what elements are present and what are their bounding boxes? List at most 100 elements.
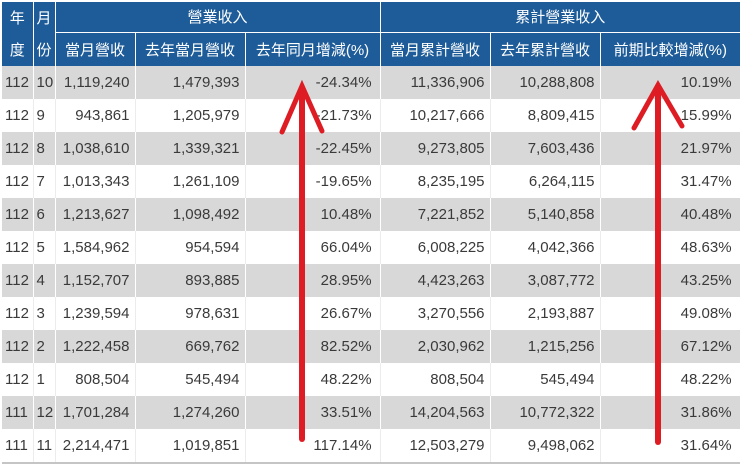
cell-year: 112 xyxy=(2,264,34,297)
header-month: 月 份 xyxy=(32,2,55,66)
cell-month: 6 xyxy=(33,198,56,231)
table-row: 112 7 1,013,343 1,261,109 -19.65% 8,235,195 6,… xyxy=(2,165,740,198)
cell-last-year-cumulative-revenue: 545,494 xyxy=(490,363,601,396)
cell-last-year-month-revenue: 1,261,109 xyxy=(135,165,246,198)
cell-yoy-change: 28.95% xyxy=(245,264,381,297)
cell-yoy-change: -24.34% xyxy=(245,66,381,99)
cell-month-revenue: 1,152,707 xyxy=(55,264,136,297)
header-yoy-change: 去年同月增減(%) xyxy=(244,32,381,66)
cell-year: 112 xyxy=(2,66,34,99)
cell-last-year-month-revenue: 1,019,851 xyxy=(135,429,246,463)
header-group-revenue: 營業收入 xyxy=(54,2,381,33)
header-sub-row: 當月營收 去年當月營收 去年同月增減(%) 當月累計營收 去年累計營收 前期比較… xyxy=(2,32,740,66)
cell-cumulative-revenue: 4,423,263 xyxy=(380,264,491,297)
table-row: 112 2 1,222,458 669,762 82.52% 2,030,962 1,215… xyxy=(2,330,740,363)
cell-last-year-month-revenue: 1,479,393 xyxy=(135,66,246,99)
cell-last-year-cumulative-revenue: 7,603,436 xyxy=(490,132,601,165)
cell-last-year-cumulative-revenue: 2,193,887 xyxy=(490,297,601,330)
table-row: 112 10 1,119,240 1,479,393 -24.34% 11,336,906… xyxy=(2,66,740,99)
cell-cumulative-revenue: 808,504 xyxy=(380,363,491,396)
cell-cumulative-revenue: 3,270,556 xyxy=(380,297,491,330)
table-row: 112 5 1,584,962 954,594 66.04% 6,008,225 4,042… xyxy=(2,231,740,264)
cell-month-revenue: 1,222,458 xyxy=(55,330,136,363)
cell-month: 7 xyxy=(33,165,56,198)
table-row: 112 3 1,239,594 978,631 26.67% 3,270,556 2,193… xyxy=(2,297,740,330)
table-row: 112 6 1,213,627 1,098,492 10.48% 7,221,852 5,1… xyxy=(2,198,740,231)
cell-yoy-change: 26.67% xyxy=(245,297,381,330)
cell-cumulative-revenue: 11,336,906 xyxy=(380,66,491,99)
cell-cumulative-revenue: 14,204,563 xyxy=(380,396,491,429)
cell-last-year-cumulative-revenue: 10,288,808 xyxy=(490,66,601,99)
header-last-year-month-revenue: 去年當月營收 xyxy=(134,32,245,66)
cell-cumulative-revenue: 2,030,962 xyxy=(380,330,491,363)
cell-last-year-month-revenue: 1,274,260 xyxy=(135,396,246,429)
cell-cumulative-change: 21.97% xyxy=(600,132,740,165)
cell-yoy-change: -22.45% xyxy=(245,132,381,165)
cell-cumulative-change: 48.22% xyxy=(600,363,740,396)
cell-cumulative-change: 43.25% xyxy=(600,264,740,297)
table-row: 112 1 808,504 545,494 48.22% 808,504 545,494 48… xyxy=(2,363,740,396)
cell-last-year-cumulative-revenue: 3,087,772 xyxy=(490,264,601,297)
cell-month-revenue: 1,239,594 xyxy=(55,297,136,330)
header-month-revenue: 當月營收 xyxy=(54,32,135,66)
header-month-line1: 月 xyxy=(36,9,52,27)
table-row: 112 8 1,038,610 1,339,321 -22.45% 9,273,805 7,… xyxy=(2,132,740,165)
cell-cumulative-change: 48.63% xyxy=(600,231,740,264)
cell-month-revenue: 1,584,962 xyxy=(55,231,136,264)
cell-month-revenue: 1,013,343 xyxy=(55,165,136,198)
cell-year: 112 xyxy=(2,165,34,198)
header-last-year-cumulative-revenue: 去年累計營收 xyxy=(489,32,601,66)
header-group-row: 年 度 月 份 營業收入 累計營業收入 xyxy=(2,2,740,66)
cell-cumulative-revenue: 8,235,195 xyxy=(380,165,491,198)
header-cumulative-revenue: 當月累計營收 xyxy=(379,32,491,66)
cell-year: 111 xyxy=(2,396,34,429)
table-row: 111 12 1,701,284 1,274,260 33.51% 14,204,563 1… xyxy=(2,396,740,429)
cell-last-year-month-revenue: 669,762 xyxy=(135,330,246,363)
cell-last-year-cumulative-revenue: 6,264,115 xyxy=(490,165,601,198)
cell-yoy-change: 10.48% xyxy=(245,198,381,231)
cell-yoy-change: 117.14% xyxy=(245,429,381,463)
cell-yoy-change: -19.65% xyxy=(245,165,381,198)
cell-last-year-month-revenue: 978,631 xyxy=(135,297,246,330)
cell-year: 112 xyxy=(2,99,34,132)
cell-last-year-cumulative-revenue: 8,809,415 xyxy=(490,99,601,132)
cell-month: 3 xyxy=(33,297,56,330)
cell-cumulative-change: 49.08% xyxy=(600,297,740,330)
cell-last-year-month-revenue: 1,205,979 xyxy=(135,99,246,132)
cell-month-revenue: 1,119,240 xyxy=(55,66,136,99)
cell-cumulative-revenue: 6,008,225 xyxy=(380,231,491,264)
cell-month: 2 xyxy=(33,330,56,363)
cell-last-year-month-revenue: 1,339,321 xyxy=(135,132,246,165)
cell-month: 11 xyxy=(33,429,56,463)
cell-yoy-change: 66.04% xyxy=(245,231,381,264)
table-row: 111 11 2,214,471 1,019,851 117.14% 12,503,279… xyxy=(2,429,740,463)
cell-month: 9 xyxy=(33,99,56,132)
cell-yoy-change: 82.52% xyxy=(245,330,381,363)
cell-last-year-month-revenue: 1,098,492 xyxy=(135,198,246,231)
table-header: 年 度 月 份 營業收入 累計營業收入 當月營收 去年當 xyxy=(2,2,740,66)
cell-month: 8 xyxy=(33,132,56,165)
cell-cumulative-change: 31.64% xyxy=(600,429,740,463)
table-body: 112 10 1,119,240 1,479,393 -24.34% 11,336,906… xyxy=(2,66,740,463)
header-year: 年 度 xyxy=(2,2,33,66)
cell-last-year-cumulative-revenue: 5,140,858 xyxy=(490,198,601,231)
cell-cumulative-revenue: 7,221,852 xyxy=(380,198,491,231)
cell-month-revenue: 2,214,471 xyxy=(55,429,136,463)
cell-yoy-change: 48.22% xyxy=(245,363,381,396)
cell-cumulative-change: 15.99% xyxy=(600,99,740,132)
cell-cumulative-change: 10.19% xyxy=(600,66,740,99)
cell-month-revenue: 808,504 xyxy=(55,363,136,396)
header-month-line2: 份 xyxy=(36,41,52,59)
cell-last-year-cumulative-revenue: 1,215,256 xyxy=(490,330,601,363)
cell-year: 111 xyxy=(2,429,34,463)
cell-month: 10 xyxy=(33,66,56,99)
cell-last-year-month-revenue: 893,885 xyxy=(135,264,246,297)
cell-year: 112 xyxy=(2,198,34,231)
cell-month: 12 xyxy=(33,396,56,429)
cell-month: 1 xyxy=(33,363,56,396)
cell-year: 112 xyxy=(2,231,34,264)
cell-cumulative-revenue: 12,503,279 xyxy=(380,429,491,463)
cell-last-year-cumulative-revenue: 10,772,322 xyxy=(490,396,601,429)
cell-month: 4 xyxy=(33,264,56,297)
